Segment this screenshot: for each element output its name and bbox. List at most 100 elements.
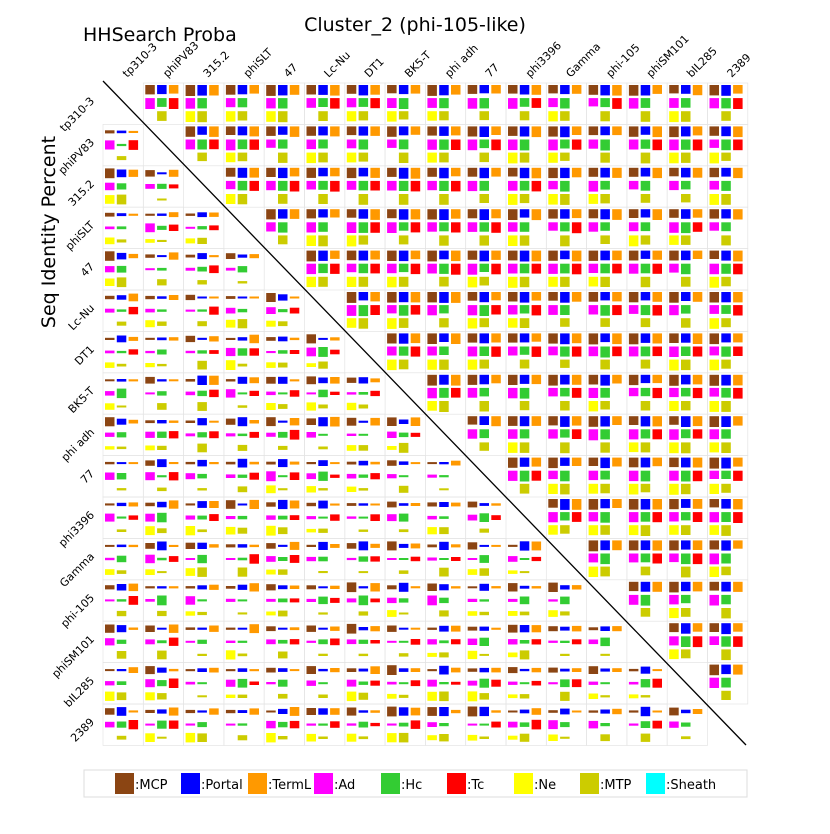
tile-mcp (346, 377, 357, 383)
tile-portal (116, 418, 127, 425)
tile-terml (692, 126, 703, 136)
tile-tc (128, 140, 139, 150)
tile-terml (330, 209, 340, 218)
tile-ad (628, 681, 639, 685)
tile-mtp (197, 488, 207, 491)
pair-cell-8-5 (304, 413, 346, 456)
tile-ad (588, 470, 599, 481)
tile-mtp (318, 446, 328, 450)
pair-cell-15-14 (666, 703, 708, 746)
tile-terml (692, 167, 703, 178)
tile-mtp (197, 152, 207, 162)
tile-terml (531, 374, 542, 385)
pair-cell-5-10 (505, 289, 547, 332)
tile-ad (508, 429, 518, 439)
tile-mtp (640, 359, 651, 369)
tile-hc (640, 139, 651, 149)
cell-grid (102, 82, 749, 746)
tile-mcp (508, 710, 518, 713)
tile-terml (209, 85, 219, 96)
tile-tc (168, 224, 179, 231)
tile-ad (709, 180, 719, 190)
tile-hc (197, 350, 207, 354)
tile-portal (640, 581, 651, 592)
pair-cell-10-2 (183, 496, 225, 539)
tile-mtp (358, 194, 369, 205)
tile-tc (733, 512, 743, 523)
tile-terml (692, 333, 703, 344)
tile-tc (410, 180, 421, 192)
tile-mtp (600, 401, 610, 410)
pair-cell-9-12 (586, 455, 628, 498)
pair-cell-7-4 (263, 372, 305, 415)
tile-mcp (588, 499, 599, 510)
tile-mcp (669, 581, 679, 593)
tile-ad (346, 263, 357, 273)
tile-tc (168, 556, 179, 562)
tile-hc (278, 309, 288, 313)
tile-mcp (669, 374, 679, 386)
tile-ad (467, 598, 478, 602)
tile-ne (508, 152, 518, 164)
pair-cell-12-10 (505, 579, 547, 622)
tile-mtp (278, 488, 288, 491)
tile-tc (370, 98, 380, 109)
tile-mtp (640, 235, 651, 245)
tile-ne (709, 276, 719, 288)
tile-hc (358, 222, 369, 233)
tile-portal (439, 292, 449, 303)
tile-portal (721, 250, 731, 261)
tile-ne (508, 194, 518, 205)
tile-mcp (105, 503, 115, 506)
tile-ne (306, 528, 316, 533)
tile-mtp (721, 235, 731, 246)
tile-portal (439, 625, 449, 632)
tile-ne (467, 734, 478, 741)
tile-mtp (116, 570, 127, 574)
tile-mcp (306, 462, 316, 465)
tile-ad (588, 98, 599, 107)
tile-portal (600, 668, 610, 672)
tile-terml (571, 499, 582, 510)
tile-hc (439, 640, 449, 644)
tile-ne (669, 401, 679, 411)
tile-portal (398, 85, 409, 95)
tile-hc (116, 516, 127, 519)
tile-terml (410, 85, 421, 94)
tile-tc (451, 387, 461, 398)
tile-mcp (346, 209, 357, 218)
tile-terml (571, 167, 582, 178)
tile-terml (209, 336, 219, 342)
tile-portal (519, 457, 530, 467)
tile-mtp (116, 277, 127, 288)
tile-terml (410, 417, 421, 426)
tile-hc (278, 431, 288, 438)
tile-hc (157, 349, 167, 355)
tile-hc (560, 139, 570, 149)
pair-cell-4-0 (102, 248, 144, 291)
tile-mcp (185, 586, 196, 589)
pair-cell-6-15 (707, 331, 749, 374)
tile-terml (209, 255, 219, 258)
tile-ad (185, 98, 196, 109)
tile-mtp (721, 483, 731, 493)
tile-portal (640, 292, 651, 301)
tile-mcp (548, 250, 558, 261)
tile-mcp (225, 627, 236, 630)
tile-mcp (185, 709, 196, 714)
tile-ad (105, 638, 115, 646)
tile-ad (669, 263, 679, 273)
tile-hc (519, 722, 530, 727)
pair-cell-2-12 (586, 165, 628, 208)
tile-tc (168, 637, 179, 646)
tile-portal (560, 374, 570, 385)
tile-mtp (600, 235, 610, 244)
tile-portal (116, 669, 127, 672)
tile-mtp (560, 318, 570, 327)
row-label: phiSM101 (49, 633, 97, 681)
tile-tc (491, 346, 501, 357)
tile-terml (612, 85, 622, 96)
pair-cell-5-3 (223, 289, 265, 332)
tile-terml (370, 417, 380, 426)
tile-ne (185, 568, 196, 576)
